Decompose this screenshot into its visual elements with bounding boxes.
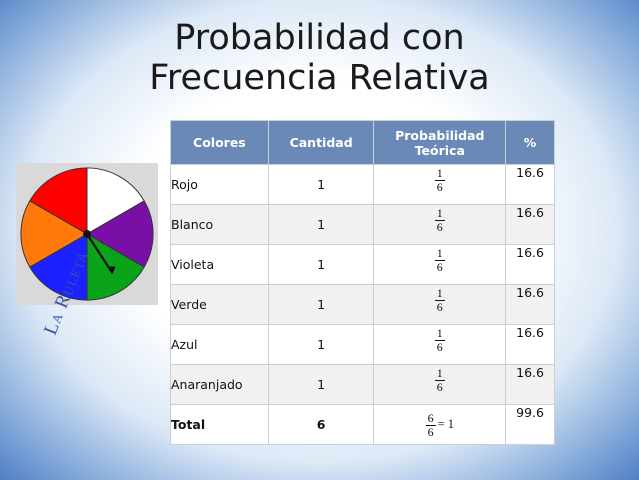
- wheel-segment: [29, 167, 88, 235]
- fraction-numerator: 1: [434, 366, 445, 381]
- color-name-cell: Violeta: [170, 244, 269, 285]
- table-body: Rojo 1 1 6 16.6 Blanco 1 1 6 16.6 Violeta 1 1 6 16.6…: [170, 164, 555, 445]
- fraction-denominator: 6: [436, 220, 443, 234]
- total-equals-one: = 1: [437, 417, 455, 431]
- fraction-denominator: 6: [436, 340, 443, 354]
- total-fraction-denominator: 6: [427, 425, 434, 439]
- header-colores: Colores: [170, 120, 269, 165]
- percent-cell: 16.6: [505, 164, 555, 205]
- percent-cell: 16.6: [505, 244, 555, 285]
- wheel-segment: [86, 167, 145, 235]
- percent-cell: 16.6: [505, 204, 555, 245]
- page-title: Probabilidad con Frecuencia Relativa: [0, 18, 639, 98]
- table-row: Rojo 1 1 6 16.6: [170, 164, 555, 205]
- fraction-numerator: 1: [434, 326, 445, 341]
- title-line-2: Frecuencia Relativa: [149, 58, 490, 98]
- wheel-needle-tip: [106, 266, 116, 274]
- total-label: Total: [170, 404, 269, 445]
- color-name-cell: Blanco: [170, 204, 269, 245]
- quantity-cell: 1: [267, 364, 375, 405]
- percent-cell: 16.6: [505, 324, 555, 365]
- table-row: Verde 1 1 6 16.6: [170, 284, 555, 325]
- color-name-cell: Rojo: [170, 164, 269, 205]
- wheel-segment: [29, 233, 88, 301]
- fraction-numerator: 1: [434, 206, 445, 221]
- color-name-cell: Verde: [170, 284, 269, 325]
- table-row: Blanco 1 1 6 16.6: [170, 204, 555, 245]
- quantity-cell: 1: [267, 204, 375, 245]
- probability-table: Colores Cantidad Probabilidad Teórica % …: [170, 120, 555, 445]
- wheel-segment: [20, 200, 88, 268]
- fraction-denominator: 6: [436, 180, 443, 194]
- table-header-row: Colores Cantidad Probabilidad Teórica %: [170, 120, 555, 165]
- fraction-numerator: 1: [434, 286, 445, 301]
- header-probabilidad: Probabilidad Teórica: [373, 120, 507, 165]
- wheel-segments: [20, 167, 154, 301]
- wheel-segment: [86, 200, 154, 268]
- wheel-hub: [83, 230, 91, 238]
- fraction-numerator: 1: [434, 246, 445, 261]
- table-row: Azul 1 1 6 16.6: [170, 324, 555, 365]
- table-row: Anaranjado 1 1 6 16.6: [170, 364, 555, 405]
- quantity-cell: 1: [267, 244, 375, 285]
- roulette-wheel: [16, 163, 158, 305]
- table-row: Violeta 1 1 6 16.6: [170, 244, 555, 285]
- quantity-cell: 1: [267, 164, 375, 205]
- header-percent: %: [505, 120, 555, 165]
- wheel-segment: [86, 233, 145, 301]
- fraction-denominator: 6: [436, 260, 443, 274]
- percent-cell: 16.6: [505, 364, 555, 405]
- percent-cell: 16.6: [505, 284, 555, 325]
- fraction-denominator: 6: [436, 300, 443, 314]
- header-prob-line1: Probabilidad: [395, 127, 485, 143]
- total-percent: 99.6: [505, 404, 555, 445]
- title-line-1: Probabilidad con: [174, 18, 465, 58]
- header-prob-line2: Teórica: [414, 142, 465, 158]
- header-cantidad: Cantidad: [267, 120, 375, 165]
- fraction-numerator: 1: [434, 166, 445, 181]
- fraction-denominator: 6: [436, 380, 443, 394]
- color-name-cell: Azul: [170, 324, 269, 365]
- total-quantity: 6: [267, 404, 375, 445]
- total-fraction-numerator: 6: [425, 411, 436, 426]
- quantity-cell: 1: [267, 324, 375, 365]
- quantity-cell: 1: [267, 284, 375, 325]
- color-name-cell: Anaranjado: [170, 364, 269, 405]
